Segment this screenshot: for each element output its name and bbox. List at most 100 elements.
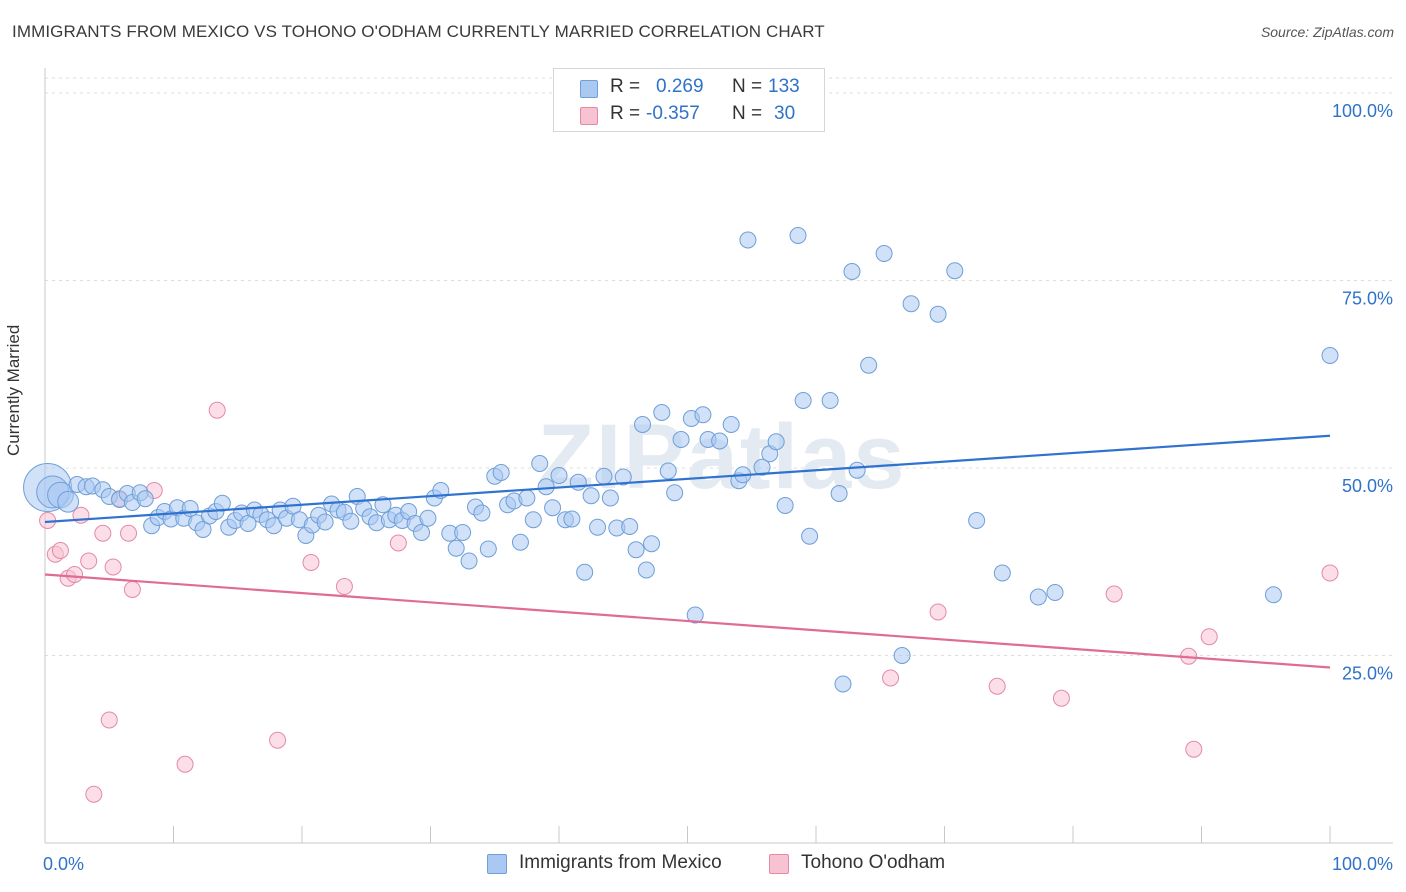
mexico-point xyxy=(659,462,677,480)
mexico-point xyxy=(843,263,861,280)
legend-r-value-tohono: -0.357 xyxy=(646,103,700,124)
mexico-point xyxy=(1321,347,1339,364)
tohono-point xyxy=(123,581,141,598)
mexico-point xyxy=(537,478,555,496)
mexico-point xyxy=(1029,588,1047,606)
legend-n-label: N = xyxy=(732,76,763,97)
series-swatch-mexico xyxy=(487,854,507,874)
tohono-point xyxy=(80,552,98,570)
mexico-point xyxy=(1046,584,1064,601)
mexico-point xyxy=(473,504,491,522)
series-swatch-tohono xyxy=(769,854,789,874)
mexico-point xyxy=(582,487,600,505)
x-tick-label: 100.0% xyxy=(1332,854,1393,874)
tohono-point xyxy=(94,524,112,542)
mexico-point xyxy=(637,561,655,579)
mexico-point xyxy=(447,539,465,557)
mexico-point xyxy=(544,499,562,517)
mexico-trend-line xyxy=(44,434,1331,524)
tohono-point xyxy=(302,554,320,571)
mexico-point xyxy=(454,524,472,541)
mexico-point xyxy=(834,675,852,693)
mexico-point xyxy=(848,461,866,479)
mexico-point xyxy=(801,527,819,545)
mexico-point xyxy=(563,510,581,528)
mexico-point xyxy=(213,494,231,512)
mexico-point xyxy=(694,406,712,424)
mexico-point xyxy=(479,540,497,558)
mexico-point xyxy=(136,490,154,508)
mexico-point xyxy=(492,464,510,481)
tohono-point xyxy=(988,677,1006,695)
legend-swatch-mexico xyxy=(580,80,598,98)
mexico-point xyxy=(753,458,771,476)
tohono-point xyxy=(1200,628,1218,646)
mexico-point xyxy=(722,416,740,433)
tohono-point xyxy=(269,731,287,749)
mexico-point xyxy=(686,606,704,624)
legend-n-value-tohono: 30 xyxy=(774,103,796,124)
tohono-point xyxy=(104,558,122,576)
mexico-point xyxy=(576,563,594,581)
mexico-point xyxy=(614,468,632,486)
x-tick-label: 0.0% xyxy=(43,854,84,874)
tohono-point xyxy=(929,603,947,621)
mexico-point xyxy=(627,541,645,559)
mexico-point xyxy=(524,511,542,529)
tohono-point xyxy=(1052,689,1070,707)
tohono-point xyxy=(1321,564,1339,582)
mexico-point xyxy=(946,262,964,280)
source-credit: Source: ZipAtlas.com xyxy=(1260,24,1394,40)
tohono-point xyxy=(335,578,353,595)
tohono-point xyxy=(208,401,226,419)
mexico-point xyxy=(181,500,199,517)
mexico-point xyxy=(711,432,729,450)
series-label-mexico: Immigrants from Mexico xyxy=(519,852,722,873)
mexico-point xyxy=(621,518,639,535)
tohono-point xyxy=(120,524,138,542)
mexico-point xyxy=(789,227,807,244)
mexico-point xyxy=(776,497,794,514)
mexico-point xyxy=(893,647,911,664)
mexico-point xyxy=(968,512,986,529)
mexico-point xyxy=(666,484,684,502)
mexico-point xyxy=(830,485,848,502)
tohono-trend-line xyxy=(44,573,1331,669)
mexico-point xyxy=(460,552,478,570)
mexico-point xyxy=(634,416,652,433)
legend-r-value-mexico: 0.269 xyxy=(656,76,704,97)
series-legend-mexico[interactable]: Immigrants from Mexico xyxy=(487,850,747,876)
mexico-point xyxy=(860,356,878,374)
mexico-point xyxy=(821,392,839,409)
legend-r-label: R = xyxy=(610,76,641,97)
y-tick-label: 100.0% xyxy=(1332,101,1393,121)
tohono-point xyxy=(176,755,194,773)
legend-n-value-mexico: 133 xyxy=(768,76,800,97)
tohono-point xyxy=(100,711,118,729)
mexico-point xyxy=(57,490,80,513)
mexico-point xyxy=(993,564,1011,582)
tohono-point xyxy=(66,566,84,583)
mexico-point xyxy=(672,431,690,448)
series-legend-tohono[interactable]: Tohono O'odham xyxy=(769,850,969,876)
mexico-point xyxy=(518,489,536,507)
mexico-point xyxy=(419,509,437,527)
mexico-point xyxy=(595,467,613,485)
series-label-tohono: Tohono O'odham xyxy=(801,852,946,873)
tohono-point xyxy=(85,785,103,803)
mexico-point xyxy=(601,489,619,507)
mexico-point xyxy=(550,467,568,484)
stats-legend: R = 0.269 N = 133 R = -0.357 N = 30 xyxy=(553,68,825,132)
mexico-point xyxy=(739,231,757,249)
mexico-point xyxy=(643,535,661,553)
chart-title: IMMIGRANTS FROM MEXICO VS TOHONO O'ODHAM… xyxy=(12,22,825,41)
mexico-point xyxy=(374,496,392,514)
mexico-point xyxy=(589,518,607,536)
legend-row-tohono: R = -0.357 N = 30 xyxy=(554,101,824,127)
legend-swatch-tohono xyxy=(580,107,598,125)
mexico-point xyxy=(511,533,529,551)
tohono-point xyxy=(1185,740,1203,758)
legend-r-label: R = xyxy=(610,103,641,124)
mexico-point xyxy=(342,512,360,530)
